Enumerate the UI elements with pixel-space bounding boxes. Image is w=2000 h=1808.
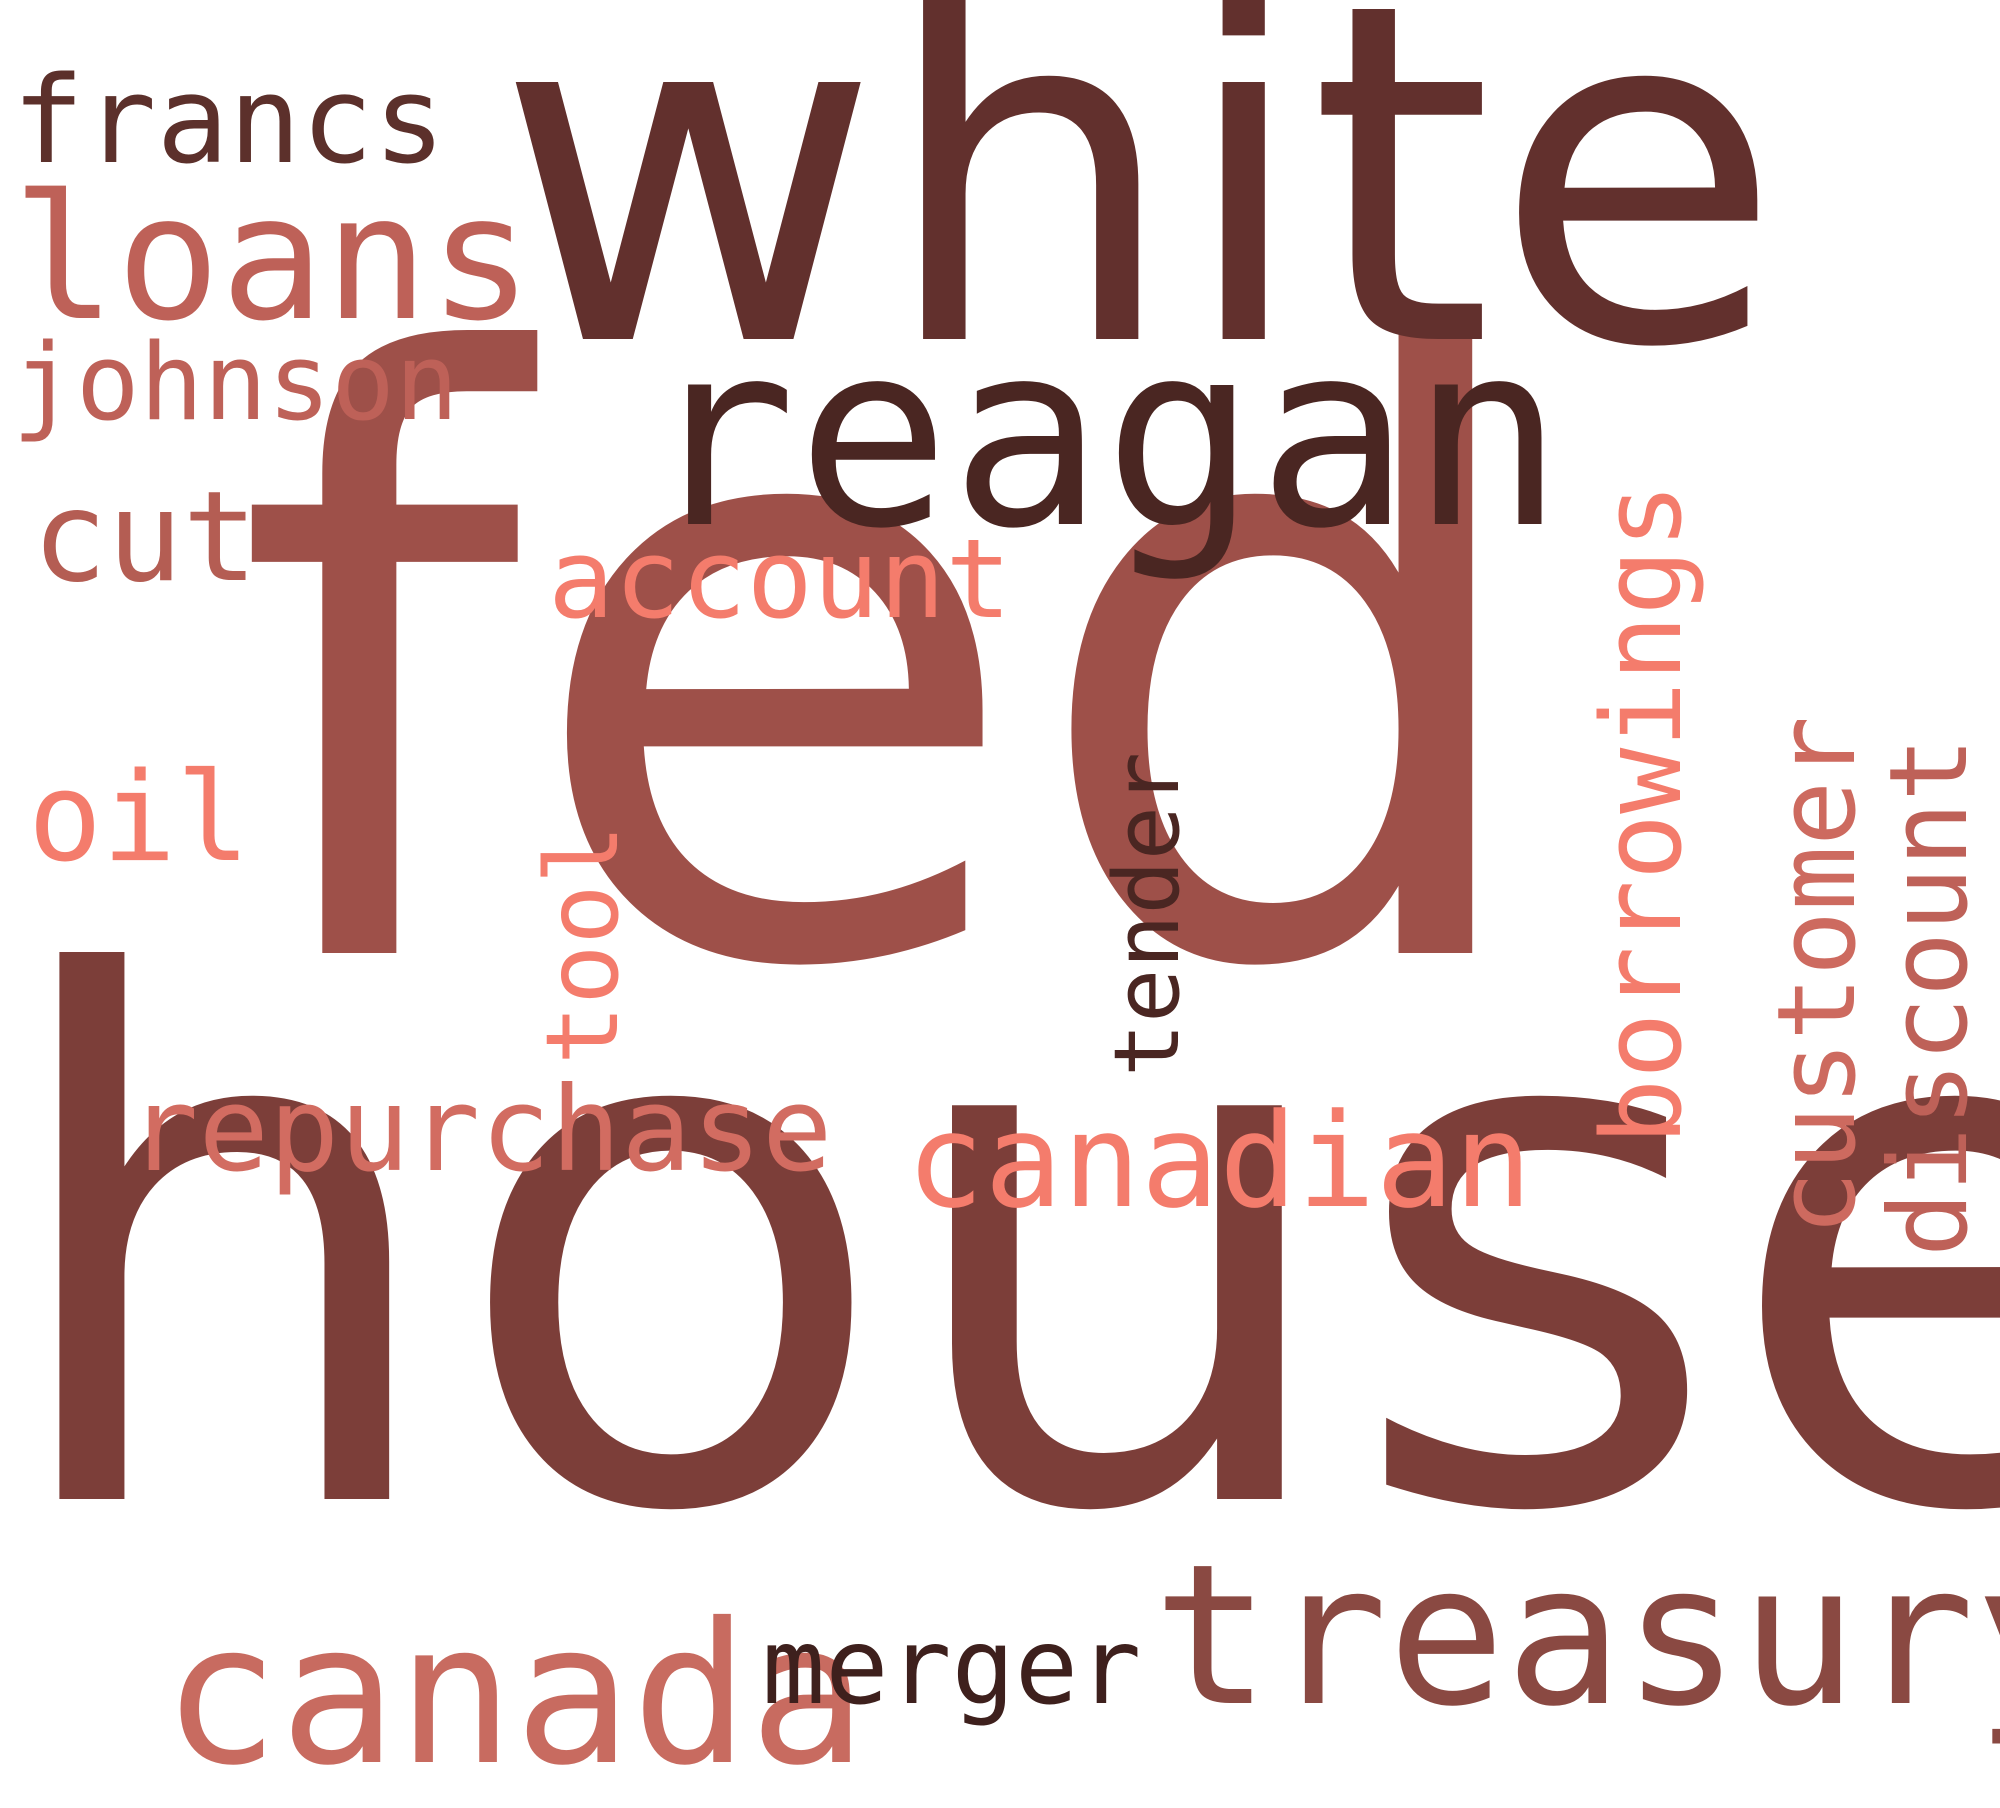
word-loans: loans — [12, 157, 533, 359]
word-repurchase: repurchase — [128, 1061, 833, 1198]
word-johnson: johnson — [12, 321, 459, 444]
word-francs: francs — [12, 52, 446, 191]
word-house: house — [0, 831, 2000, 1669]
word-canadian: canadian — [906, 1085, 1533, 1237]
word-account: account — [548, 515, 1012, 643]
word-borrowings: borrowings — [1578, 482, 1706, 1145]
word-canada: canada — [162, 1581, 867, 1808]
word-tender: tender — [1095, 751, 1200, 1077]
word-tool: tool — [524, 824, 641, 1065]
word-white: white — [496, 0, 1783, 450]
word-treasury: treasury — [1153, 1522, 2000, 1749]
word-fed: fed — [233, 193, 1547, 1147]
word-discount: discount — [1867, 736, 1992, 1257]
word-oil: oil — [28, 747, 251, 890]
word-cut: cut — [32, 465, 258, 610]
word-customer: customer — [1755, 715, 1880, 1236]
word-reagan: reagan — [643, 288, 1565, 585]
word-merger: merger — [762, 1606, 1142, 1728]
